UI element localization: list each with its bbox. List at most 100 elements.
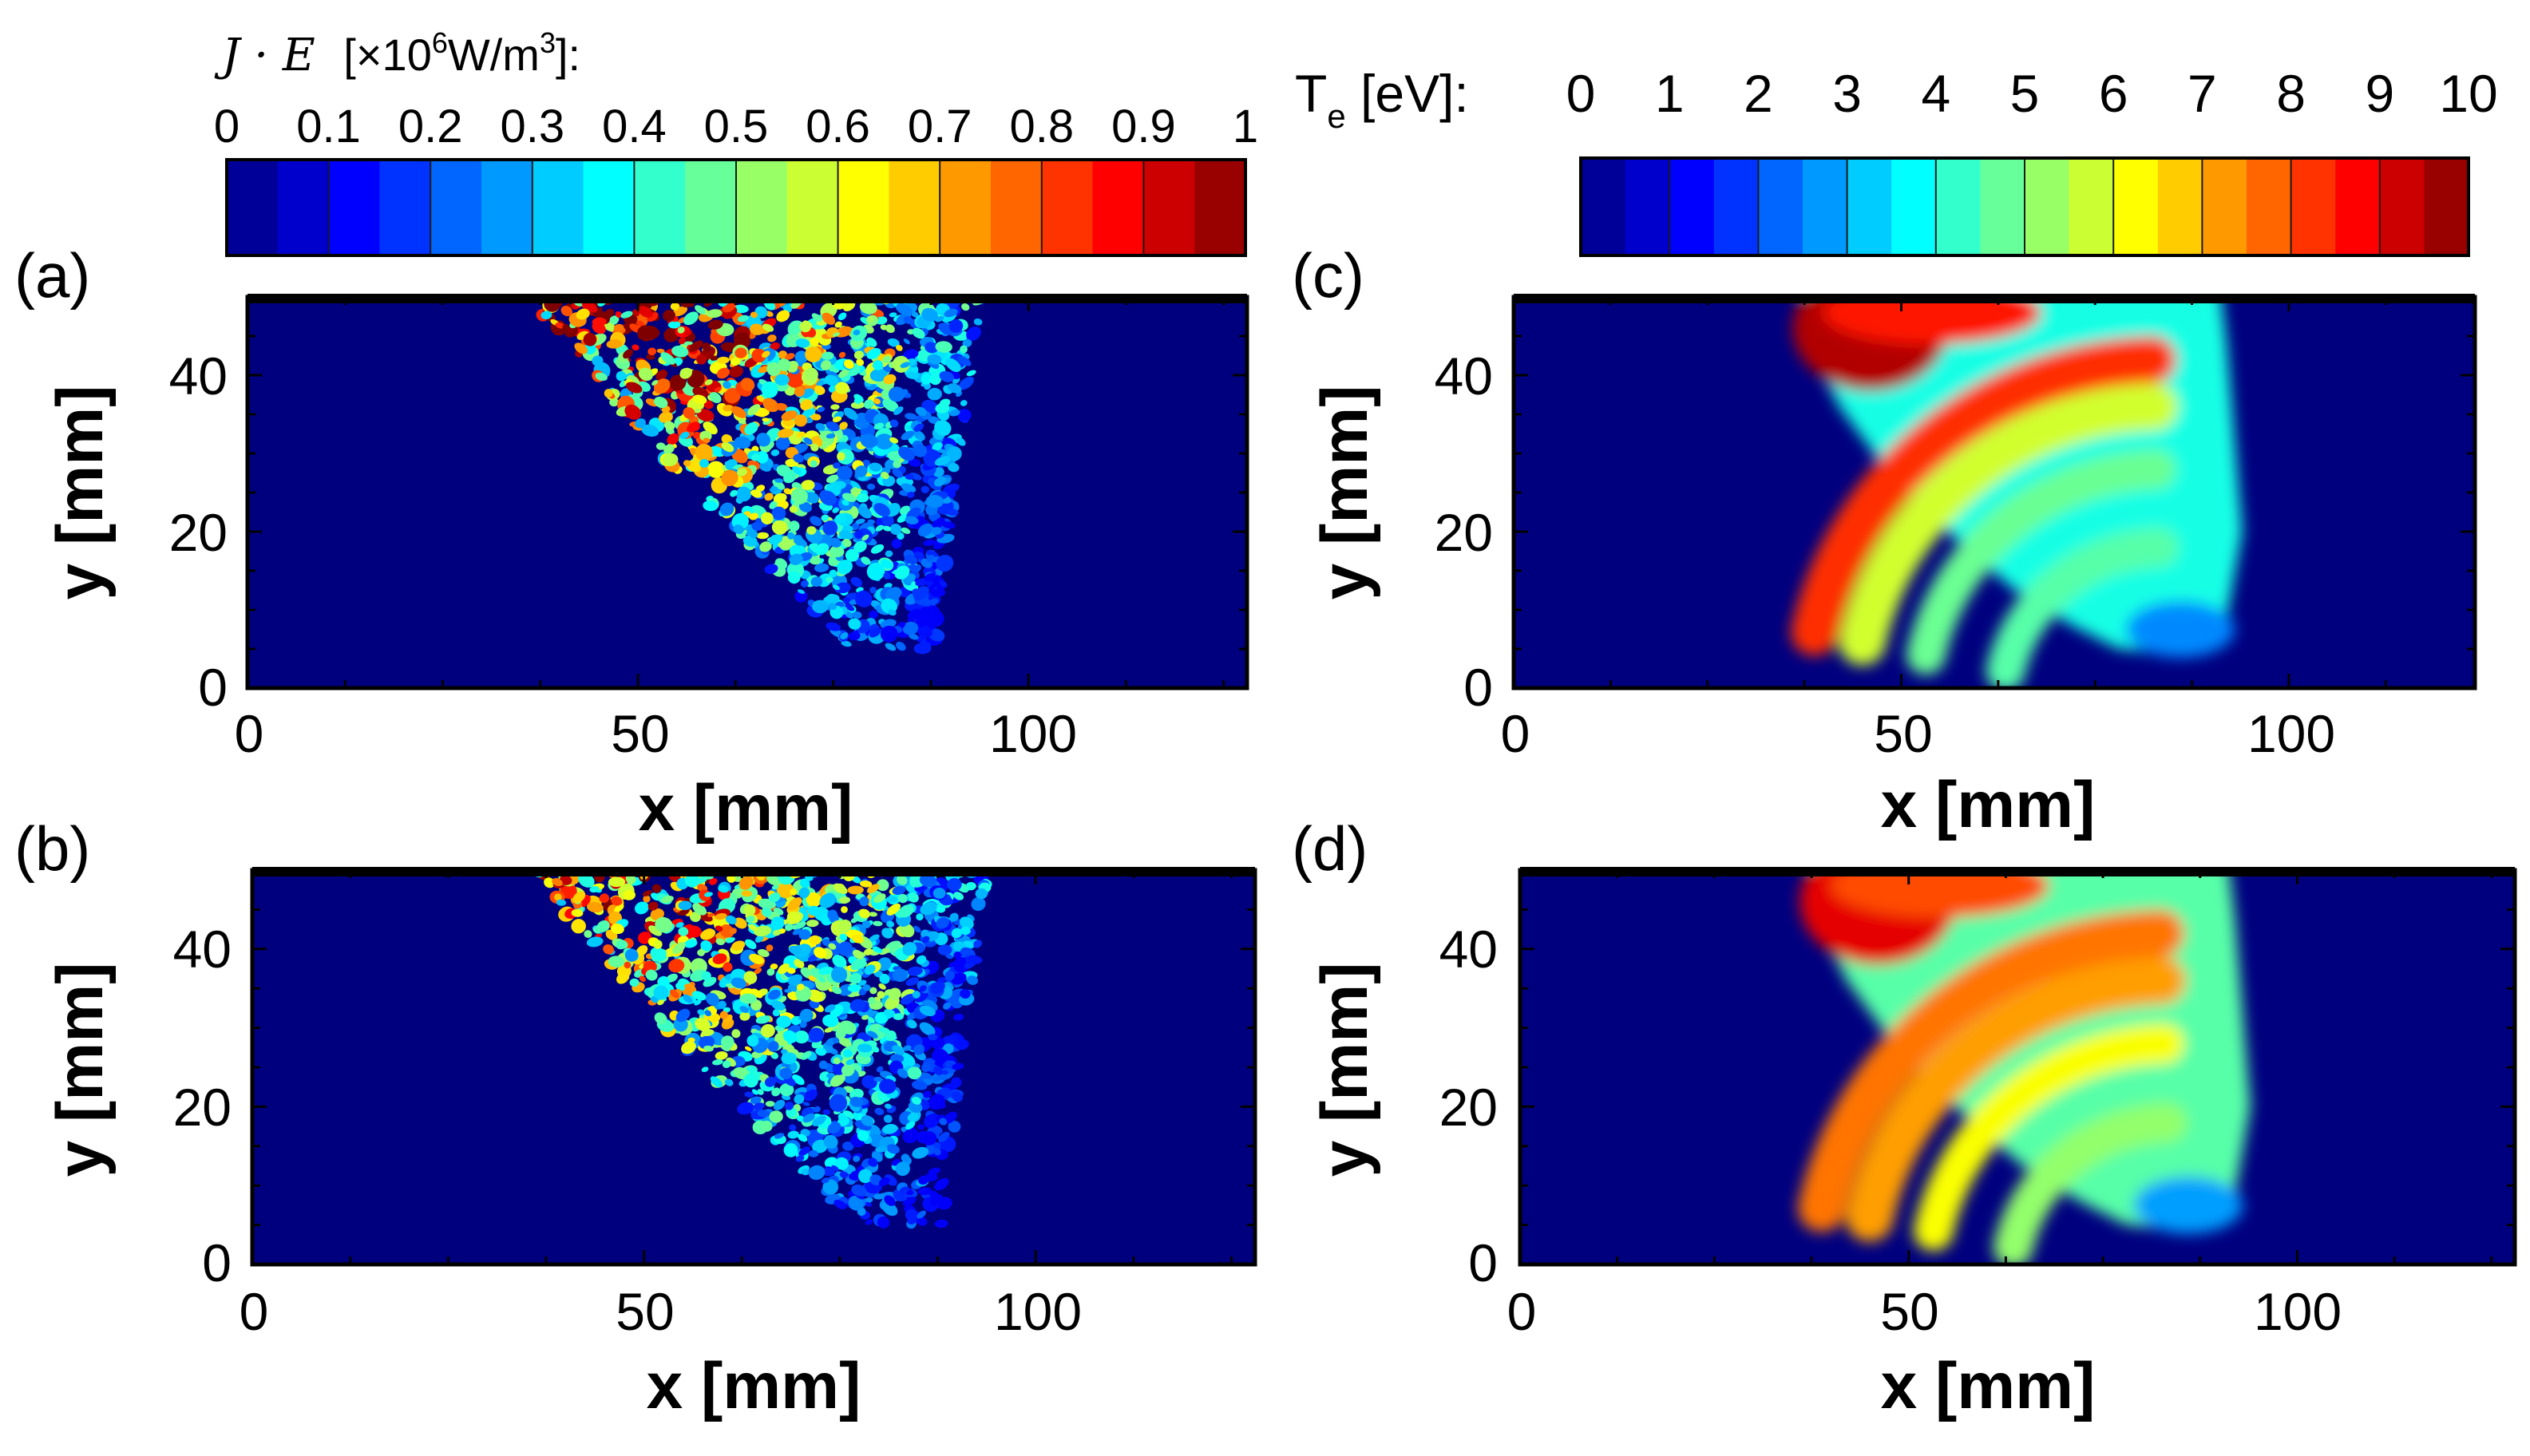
panel-a-cell (896, 344, 903, 351)
panel-a-ylabel: y [mm] (44, 386, 117, 600)
panel-a-cell (837, 465, 853, 481)
panel-b-cell (802, 1102, 810, 1106)
panel-a-cell (913, 551, 924, 560)
panel-b-cell (796, 983, 805, 991)
panel-a-cell (810, 516, 822, 526)
panel-a-cell (889, 524, 902, 535)
panel-a-cell (716, 367, 730, 379)
panel-b-cell (886, 1144, 900, 1154)
panel-b-cell (642, 890, 652, 896)
colorbar-je-swatch (430, 160, 482, 255)
panel-b-cell (796, 1115, 805, 1122)
colorbar-te-swatch (1713, 158, 1760, 255)
panel-d-ytick-label: 40 (1439, 920, 1498, 979)
panel-a-cell (775, 402, 788, 411)
panel-b-cell (907, 1066, 922, 1080)
colorbar-je-tick-label: 0 (214, 101, 240, 152)
panel-a-cell (949, 409, 960, 417)
panel-b-cell (650, 908, 664, 920)
panel-a-cell (762, 398, 779, 413)
panel-b-cell (788, 945, 802, 955)
panel-b-xtick-label: 100 (994, 1282, 1082, 1341)
panel-a-cell (821, 351, 834, 360)
panel-a-cell (816, 380, 824, 387)
panel-a-cell (592, 317, 607, 327)
panel-b-cell (861, 1015, 869, 1020)
panel-b-cell (657, 999, 665, 1006)
panel-a-cell (603, 322, 617, 332)
panel-a: (a) 0 50 100 0 20 40 x [mm] y [mm] (14, 240, 1249, 845)
panel-b-cell (712, 1058, 723, 1066)
panel-b-cell (806, 920, 819, 928)
panel-b-cell (876, 1066, 884, 1073)
panel-b-cell (868, 1157, 878, 1167)
panel-a-cell (927, 354, 942, 365)
panel-a-cell (912, 327, 925, 339)
panel-b-cell (831, 1165, 839, 1172)
panel-a-cell (842, 597, 851, 604)
panel-b-cell (906, 1019, 917, 1029)
panel-b-cell (934, 1219, 948, 1228)
panel-a-cell (917, 641, 932, 652)
panel-a-cell (939, 398, 951, 408)
panel-b-cell (610, 923, 624, 935)
panel-a-cell (848, 618, 861, 630)
panel-a-cell (790, 301, 800, 309)
colorbar-je-swatch (889, 160, 940, 255)
panel-a-cell (770, 449, 780, 457)
panel-a-cell (786, 370, 804, 388)
panel-a-cell (882, 525, 892, 532)
panel-b-cell (832, 955, 847, 968)
panel-b-cell (701, 1066, 709, 1073)
panel-a-cell (759, 463, 771, 472)
panel-b-cell (849, 972, 862, 984)
panel-a-cell (854, 590, 873, 607)
panel-b-cell (624, 961, 632, 969)
panel-a-cell (917, 523, 933, 537)
panel-b-cell (571, 919, 586, 934)
panel-a-cell (966, 370, 976, 377)
panel-a-cell (724, 388, 741, 404)
panel-a-cell (711, 445, 724, 457)
panel-b-xtick-label: 0 (240, 1282, 269, 1341)
panel-a-cell (854, 530, 863, 539)
panel-b-cell (883, 1114, 893, 1123)
panel-a-cell (866, 562, 885, 581)
panel-b-cell (731, 940, 746, 952)
panel-a-cell (766, 362, 781, 377)
panel-a-cell (936, 555, 954, 572)
panel-a-cell (641, 424, 659, 437)
colorbar-je-swatch (1194, 160, 1246, 255)
colorbar-je-units-prefix: [×10 (343, 30, 432, 80)
panel-a-cell (945, 358, 961, 373)
panel-b-cell (675, 1008, 691, 1023)
panel-b-cell (876, 879, 889, 892)
colorbar-je-tick-label: 1 (1233, 101, 1258, 152)
panel-b-cell (845, 1058, 855, 1066)
panel-b-cell (852, 949, 865, 959)
panel-b-cell (781, 1052, 797, 1065)
panel-a-cell (852, 611, 862, 619)
panel-a-cell (947, 383, 962, 394)
panel-b-cell (824, 1027, 833, 1033)
panel-a-cell (835, 582, 851, 594)
panel-c-field (1791, 297, 2243, 688)
panel-a-cell (730, 489, 738, 497)
panel-a-cell (707, 319, 723, 330)
panel-a-cell (819, 490, 837, 506)
panel-b-cell (867, 1016, 875, 1023)
panel-c-ytick-label: 40 (1435, 346, 1493, 406)
colorbar-te-tick-label: 6 (2099, 64, 2128, 123)
panel-b-cell (748, 924, 758, 932)
panel-b-cell (924, 1173, 938, 1181)
panel-a-cell (822, 520, 838, 536)
panel-d-ytick-label: 0 (1468, 1233, 1498, 1292)
panel-b-cell (861, 1115, 874, 1126)
panel-a-cell (693, 408, 702, 413)
panel-a-cell (875, 433, 893, 450)
panel-b-cell (916, 913, 924, 921)
panel-a-cell (616, 370, 627, 382)
panel-b-cell (877, 1216, 890, 1228)
panel-b-cell (794, 1094, 805, 1105)
